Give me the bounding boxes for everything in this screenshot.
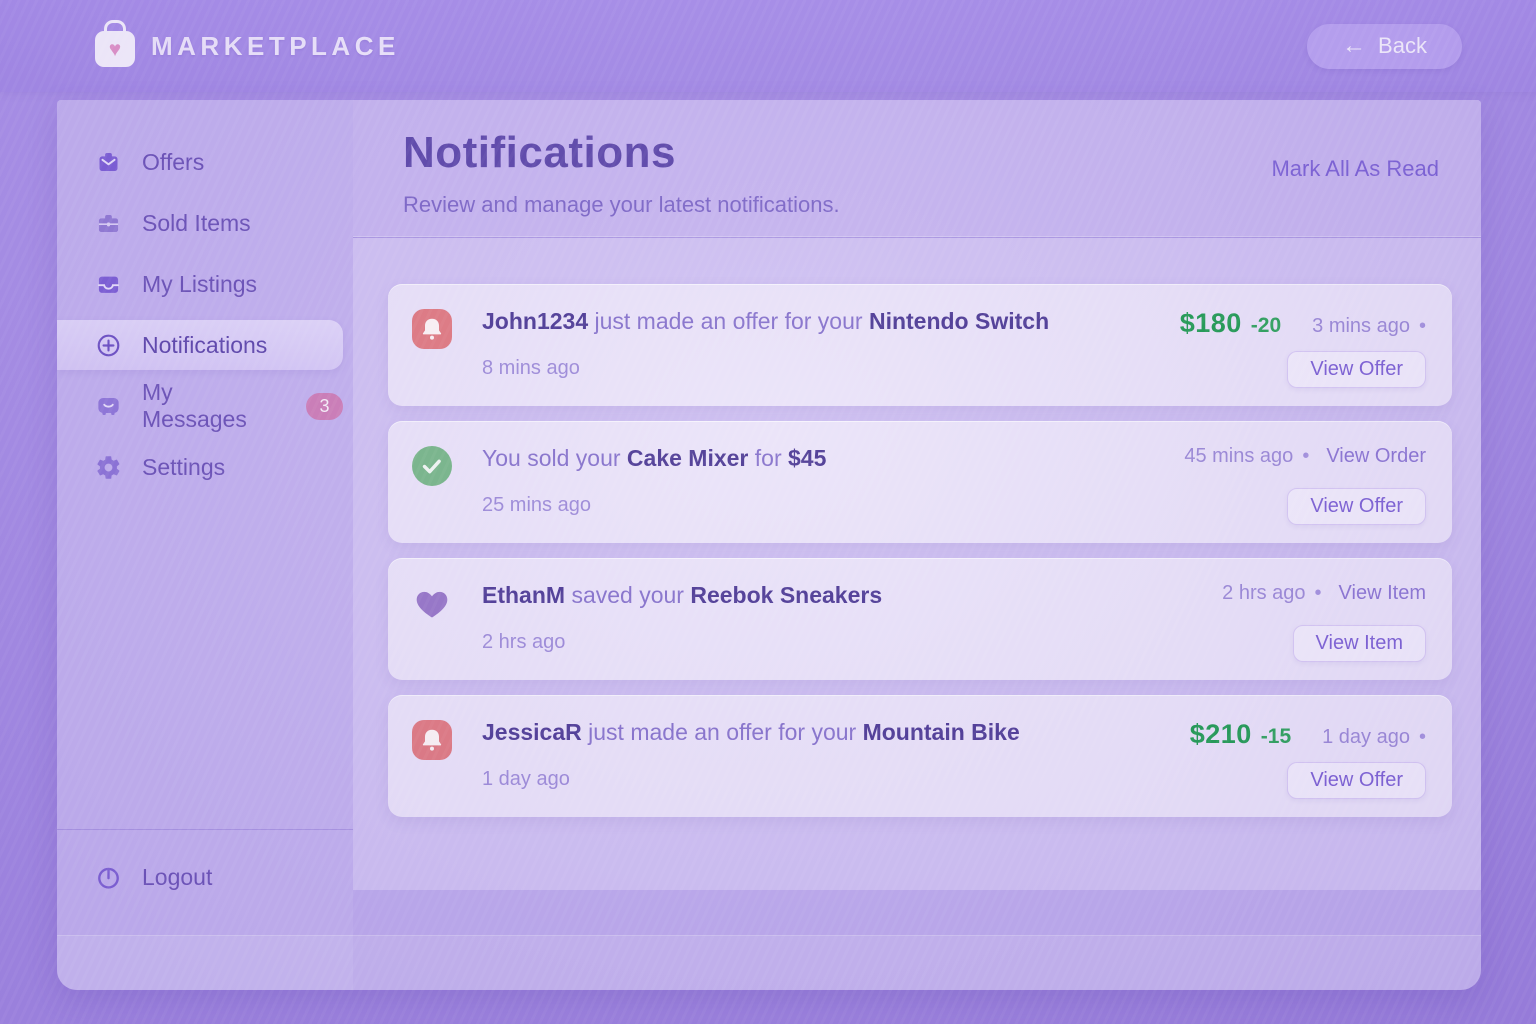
top-bar: ♥ MARKETPLACE ← Back (0, 0, 1536, 92)
view-order-link[interactable]: View Order (1326, 445, 1426, 467)
notification-card-saved-reebok-sneakers: EthanM saved your Reebok Sneakers 2 hrs … (388, 558, 1452, 680)
meta-time: 3 mins ago (1312, 315, 1410, 337)
username: EthanM (482, 582, 566, 608)
logout-label: Logout (142, 863, 213, 890)
view-offer-button[interactable]: View Offer (1287, 488, 1426, 525)
bell-icon (412, 309, 452, 349)
sidebar-item-notifications[interactable]: Notifications (57, 320, 343, 370)
logout-button[interactable]: Logout (57, 852, 343, 902)
notification-time: 25 mins ago (482, 494, 591, 516)
bell-icon (412, 720, 452, 760)
sidebar-label: Settings (142, 453, 226, 480)
sidebar-label: Sold Items (142, 209, 251, 236)
main-content: Notifications Review and manage your lat… (353, 100, 1481, 890)
text-mid: just made an offer for your (588, 308, 869, 334)
app-panel: Offers Sold Items My Listings (57, 100, 1481, 990)
back-label: Back (1378, 33, 1427, 58)
heart-icon: ♥ (108, 38, 122, 61)
notification-time: 1 day ago (482, 768, 570, 790)
sold-items-icon (98, 214, 119, 232)
notification-card-offer-mountain-bike: JessicaR just made an offer for your Mou… (388, 695, 1452, 817)
messages-icon (98, 397, 119, 415)
offer-price: $180 (1179, 308, 1242, 338)
sidebar-label: Notifications (142, 331, 268, 358)
meta-time: 2 hrs ago (1222, 582, 1306, 604)
logout-power-icon (98, 867, 119, 889)
notification-text: EthanM saved your Reebok Sneakers (482, 582, 1222, 609)
view-offer-button[interactable]: View Offer (1287, 351, 1426, 388)
meta-time: 45 mins ago (1184, 445, 1294, 467)
text-mid: saved your (565, 582, 691, 608)
notification-list: John1234 just made an offer for your Nin… (353, 238, 1481, 817)
notification-time: 8 mins ago (482, 357, 580, 379)
sidebar-item-sold-items[interactable]: Sold Items (57, 198, 343, 248)
notification-card-sold-cake-mixer: You sold your Cake Mixer for $45 25 mins… (388, 421, 1452, 543)
unread-dot: • (1418, 726, 1426, 748)
page-subtitle: Review and manage your latest notificati… (403, 192, 840, 217)
sidebar-label: My Messages (142, 379, 247, 432)
username: John1234 (482, 308, 589, 334)
sidebar-item-my-listings[interactable]: My Listings (57, 259, 343, 309)
offer-price-delta: -20 (1250, 314, 1282, 337)
sidebar-label: My Listings (142, 270, 258, 297)
notifications-icon (97, 334, 120, 356)
messages-count-badge: 3 (306, 392, 343, 420)
heart-icon (416, 591, 448, 618)
brand-title: MARKETPLACE (151, 30, 400, 61)
offer-price: $210 (1189, 719, 1252, 749)
settings-gear-icon (97, 455, 120, 479)
username: JessicaR (482, 719, 582, 745)
sidebar-label: Offers (142, 148, 205, 175)
item-name: Mountain Bike (862, 719, 1020, 745)
sidebar: Offers Sold Items My Listings (57, 100, 353, 990)
notification-text: JessicaR just made an offer for your Mou… (482, 719, 1190, 746)
view-item-button[interactable]: View Item (1292, 625, 1426, 662)
notification-time: 2 hrs ago (482, 631, 566, 653)
back-button[interactable]: ← Back (1307, 23, 1462, 69)
notification-text: John1234 just made an offer for your Nin… (482, 308, 1180, 335)
item-name: Nintendo Switch (868, 308, 1050, 334)
text-mid: for (748, 445, 789, 471)
meta-time: 1 day ago (1322, 726, 1410, 748)
sidebar-item-my-messages[interactable]: My Messages 3 (57, 379, 343, 432)
sale-price: $45 (788, 445, 827, 471)
notification-text: You sold your Cake Mixer for $45 (482, 445, 1184, 472)
marketplace-bag-logo: ♥ (95, 31, 135, 67)
text-mid: just made an offer for your (581, 719, 863, 745)
offers-icon (99, 152, 118, 171)
item-name: Cake Mixer (626, 445, 749, 471)
view-offer-button[interactable]: View Offer (1287, 762, 1426, 799)
sidebar-footer: Logout (57, 829, 353, 902)
unread-dot: • (1302, 445, 1310, 467)
unread-dot: • (1314, 582, 1322, 604)
sidebar-item-offers[interactable]: Offers (57, 137, 343, 187)
unread-dot: • (1418, 315, 1426, 337)
back-arrow-icon: ← (1342, 32, 1367, 59)
text-prefix: You sold your (482, 445, 627, 471)
offer-price-delta: -15 (1260, 725, 1292, 748)
check-icon (412, 446, 452, 486)
sidebar-item-settings[interactable]: Settings (57, 442, 343, 492)
my-listings-icon (97, 276, 120, 293)
page-title: Notifications (403, 128, 676, 177)
mark-all-as-read-link[interactable]: Mark All As Read (1271, 156, 1439, 181)
notification-card-offer-nintendo-switch: John1234 just made an offer for your Nin… (388, 284, 1452, 406)
item-name: Reebok Sneakers (690, 582, 883, 608)
main-header: Notifications Review and manage your lat… (353, 100, 1481, 238)
view-item-link[interactable]: View Item (1338, 582, 1426, 604)
